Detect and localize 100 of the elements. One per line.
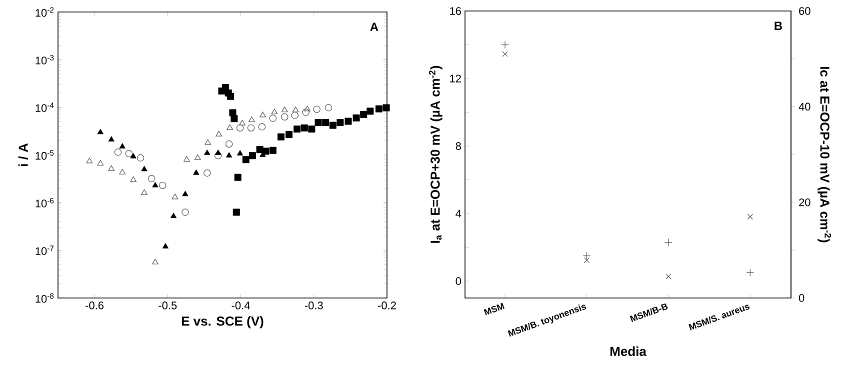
point [137,154,144,162]
point [248,116,255,122]
point [260,112,266,118]
point [216,130,222,136]
point [352,114,360,122]
point [294,126,301,133]
point [262,148,270,155]
point [269,146,276,154]
point [746,268,754,277]
x-tick-label: -0.6 [86,302,104,310]
y-tick-label: 10$^{-8}$ [36,293,54,303]
y-tick-label: 10$^{-7}$ [36,246,54,256]
point [226,152,232,158]
point [336,119,344,126]
x-axis-title: Media [610,346,647,356]
point [248,152,256,160]
y-tick-label: 10$^{-5}$ [36,150,54,160]
point [182,208,189,216]
point [501,40,509,49]
point [242,156,250,164]
point [152,182,158,188]
point [119,168,126,174]
point [152,258,158,264]
y2-tick-label: 60 [799,7,810,15]
point [300,124,308,132]
point [292,106,299,112]
point [366,108,374,115]
annotation: B [774,22,782,30]
point [281,113,288,120]
y-tick-label: 10$^{-3}$ [36,54,54,64]
x-axis-title: E vs. SCE (V) [182,316,264,328]
point [182,190,188,196]
point [227,92,234,100]
point [502,51,508,57]
point [747,214,754,220]
point [304,106,310,112]
point [291,112,298,119]
point [582,252,591,260]
point [236,124,244,132]
point [258,123,266,130]
point [329,122,336,129]
y2-axis-title: Ic at E=OCP-10 mV (µA cm$^{-2}$) [818,66,832,242]
point [158,182,166,190]
point [236,150,244,156]
point [382,104,390,112]
y-tick-label: 10$^{-6}$ [36,198,54,208]
annotation: A [370,22,378,31]
x-tick-label: -0.4 [232,302,250,310]
point [360,110,368,118]
point [108,165,115,171]
point [125,150,133,158]
point [130,153,136,158]
x-tick-label: -0.2 [378,302,396,310]
y-axis-title: i / A [18,143,28,166]
y-tick-label: 0 [456,277,462,286]
point [286,130,293,138]
point [308,126,316,133]
point [194,154,201,160]
point [193,169,200,175]
point [302,108,310,116]
point [375,105,382,112]
point [239,120,246,126]
point [314,119,322,126]
point [204,169,211,177]
y-axis-title: I$_{a}$ at E=OCP+30 mV (µA cm$^{-2}$) [428,66,442,243]
point [86,158,93,164]
point [277,133,284,140]
point [214,152,222,160]
x-tick-label: -0.3 [304,302,323,310]
point [322,119,330,126]
point [271,108,278,114]
point [114,148,122,156]
y-tick-label: 10$^{-4}$ [36,102,54,112]
point [108,136,114,142]
point [170,212,177,218]
point [148,174,156,182]
point [184,156,190,162]
point [234,174,242,181]
point [313,106,320,113]
point [204,139,212,145]
point [141,189,148,195]
point [226,124,233,130]
y-tick-label: 4 [456,210,462,218]
y-tick-label: 12 [450,74,461,82]
point [269,114,277,122]
point [141,166,148,172]
point [225,140,233,148]
point [172,194,178,200]
y2-tick-label: 20 [799,198,810,206]
x-tick-label: -0.5 [158,302,177,310]
point [324,104,332,112]
y-tick-label: 8 [456,142,461,150]
point [130,176,136,182]
point [97,128,104,134]
point [344,118,352,125]
x-tick-label: MSM [484,302,505,316]
point [247,124,255,132]
point [664,238,672,246]
point [162,243,169,248]
point [229,109,236,116]
